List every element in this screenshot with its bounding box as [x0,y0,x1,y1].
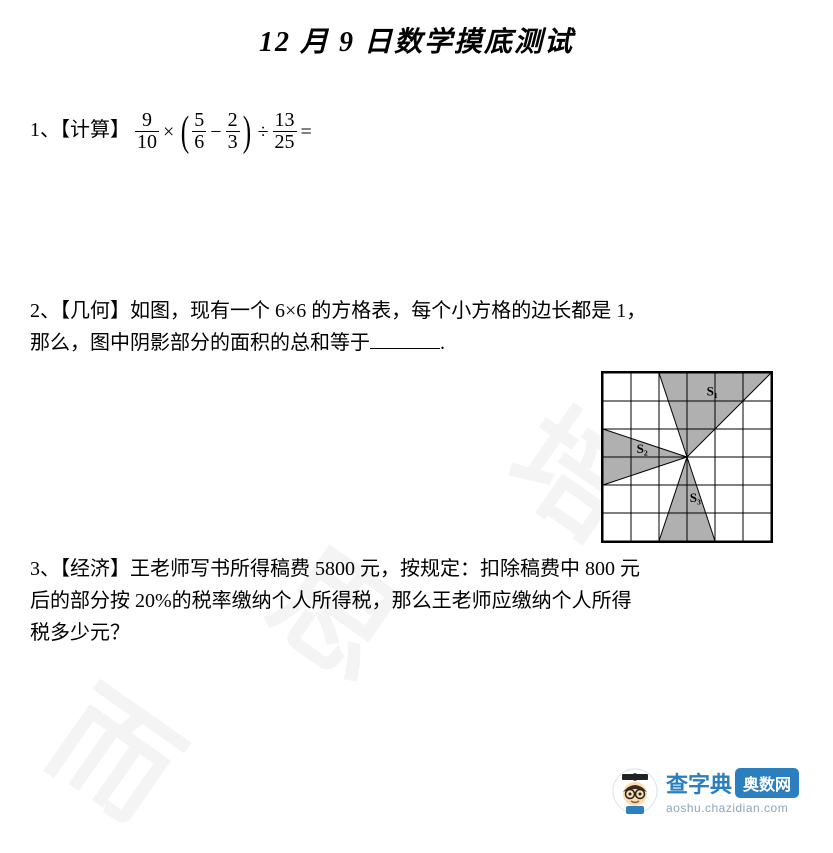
logo-badge: 奥数网 [735,768,799,798]
fraction: 910 [135,110,159,153]
left-paren: ( [181,111,189,153]
problem-1: 1、【计算】 910 × ( 56 − 23 ) ÷ 1325 = [30,110,803,153]
grid-figure: S₁ S₂ S₃ [601,371,773,543]
right-paren: ) [242,111,250,153]
fraction: 23 [226,110,240,153]
answer-blank [370,329,440,349]
problem-2: 2、【几何】如图，现有一个 6×6 的方格表，每个小方格的边长都是 1， 那么，… [30,295,803,359]
logo-text: 查字典 奥数网 aoshu.chazidian.com [666,767,799,815]
problem-number: 1、 [30,119,60,141]
problem-text: 税多少元？ [30,622,130,644]
fraction: 1325 [273,110,297,153]
minus-operator: − [210,116,221,148]
logo-url: aoshu.chazidian.com [666,801,788,815]
equals-sign: = [301,116,312,148]
math-expression: 910 × ( 56 − 23 ) ÷ 1325 = [135,110,316,153]
figure-wrap: S₁ S₂ S₃ [30,371,803,543]
page-title: 12 月 9 日数学摸底测试 [30,20,803,60]
divide-operator: ÷ [258,116,269,148]
problem-tag: 【经济】 [60,558,130,580]
problem-tag: 【几何】 [60,300,130,322]
page: 12 月 9 日数学摸底测试 1、【计算】 910 × ( 56 − 23 ) … [0,0,833,681]
svg-text:S₁: S₁ [707,383,718,398]
problem-tag: 【计算】 [60,119,130,141]
problem-3: 3、【经济】王老师写书所得稿费 5800 元，按规定：扣除稿费中 800 元 后… [30,553,803,649]
logo-cn: 查字典 [666,767,732,799]
spacer [30,165,803,295]
period: . [440,332,445,354]
site-logo: 查字典 奥数网 aoshu.chazidian.com [612,767,799,815]
logo-avatar-icon [612,768,658,814]
problem-number: 3、 [30,558,60,580]
svg-text:S₃: S₃ [690,490,701,505]
problem-text: 如图，现有一个 6×6 的方格表，每个小方格的边长都是 1， [130,300,646,322]
logo-row: 查字典 奥数网 [666,767,799,799]
problem-text: 那么，图中阴影部分的面积的总和等于 [30,332,370,354]
problem-number: 2、 [30,300,60,322]
svg-text:S₂: S₂ [637,441,648,456]
fraction: 56 [192,110,206,153]
problem-text: 后的部分按 20%的税率缴纳个人所得税，那么王老师应缴纳个人所得 [30,590,632,612]
problem-text: 王老师写书所得稿费 5800 元，按规定：扣除稿费中 800 元 [130,558,640,580]
times-operator: × [163,116,174,148]
